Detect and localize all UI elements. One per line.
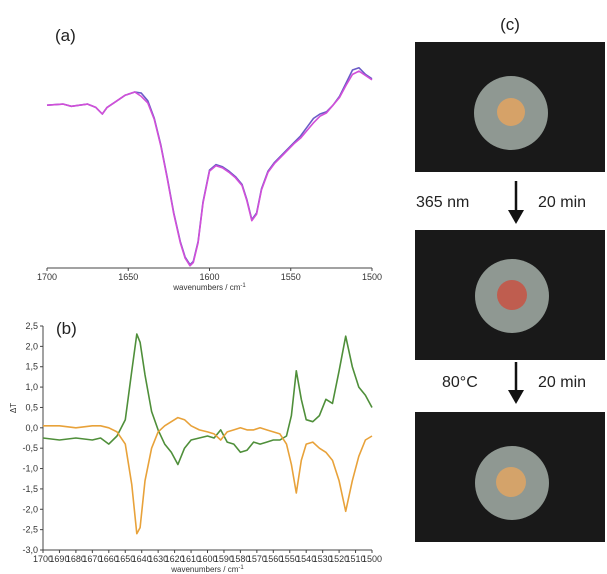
x-axis-label: wavenumbers / cm-1	[170, 565, 244, 574]
x-axis-label: wavenumbers / cm-1	[172, 283, 246, 292]
x-tick-label: 1680	[66, 554, 86, 564]
x-tick-label: 1520	[329, 554, 349, 564]
x-tick-label: 1510	[346, 554, 366, 564]
x-tick-label: 1650	[115, 554, 135, 564]
x-tick-label: 1550	[281, 272, 301, 282]
y-tick-label: 2,0	[25, 341, 38, 351]
y-tick-label: -2,0	[22, 504, 38, 514]
x-tick-label: 1580	[230, 554, 250, 564]
x-tick-label: 1530	[313, 554, 333, 564]
x-tick-label: 1650	[118, 272, 138, 282]
x-tick-label: 1620	[165, 554, 185, 564]
x-tick-label: 1690	[49, 554, 69, 564]
spot-3	[496, 467, 526, 497]
x-tick-label: 1630	[148, 554, 168, 564]
chart-a: 1700 1650 1600 1550 1500 wavenumbers / cm-1	[37, 67, 382, 292]
y-tick-label: 0,0	[25, 423, 38, 433]
x-tick-label: 1610	[181, 554, 201, 564]
spot-2	[497, 280, 527, 310]
x-tick-label: 1670	[82, 554, 102, 564]
x-tick-label: 1590	[214, 554, 234, 564]
step-1: 365 nm 20 min	[416, 181, 586, 224]
panel-a: (a) 1700 1650 1600 1550 1500 wavenumbers / cm…	[37, 26, 382, 292]
chart-b: 1700169016801670166016501640163016201610…	[9, 321, 382, 574]
y-tick-label: -1,0	[22, 464, 38, 474]
y-tick-label: 0,5	[25, 402, 38, 412]
x-tick-label: 1600	[199, 272, 219, 282]
panel-b: (b) 170016901680167016601650164016301620…	[9, 319, 382, 574]
x-tick-label: 1700	[33, 554, 53, 564]
series-line-2	[46, 70, 373, 267]
photo-1	[415, 42, 605, 172]
panel-b-label: (b)	[56, 319, 77, 338]
y-tick-label: 1,5	[25, 362, 38, 372]
y-tick-label: 2,5	[25, 321, 38, 331]
step-1-right: 20 min	[538, 194, 586, 211]
x-axis-label-sup: -1	[238, 565, 244, 571]
x-tick-label: 1660	[99, 554, 119, 564]
series-line-2	[43, 416, 373, 535]
y-tick-label: -3,0	[22, 545, 38, 555]
y-tick-label: -1,5	[22, 484, 38, 494]
photo-2	[415, 230, 605, 360]
photo-3	[415, 412, 605, 542]
series-line-1	[46, 67, 373, 266]
down-arrowhead-icon	[508, 390, 524, 404]
x-tick-label: 1500	[362, 554, 382, 564]
x-tick-label: 1560	[263, 554, 283, 564]
x-tick-label: 1700	[37, 272, 57, 282]
panel-c: (c) 365 nm 20 min 80°C 20 min	[415, 15, 605, 542]
series-line-1	[42, 333, 373, 466]
panel-a-label: (a)	[55, 26, 76, 45]
x-tick-label: 1500	[362, 272, 382, 282]
down-arrowhead-icon	[508, 210, 524, 224]
x-tick-label: 1550	[280, 554, 300, 564]
y-tick-label: 1,0	[25, 382, 38, 392]
step-2-left: 80°C	[442, 374, 478, 391]
step-2: 80°C 20 min	[442, 362, 586, 404]
y-tick-label: -0,5	[22, 443, 38, 453]
step-2-right: 20 min	[538, 374, 586, 391]
x-tick-label: 1640	[132, 554, 152, 564]
x-axis-label-sup: -1	[240, 283, 246, 289]
x-tick-label: 1600	[197, 554, 217, 564]
y-axis-label: ΔT	[9, 403, 18, 413]
spot-1	[497, 98, 525, 126]
panel-c-label: (c)	[500, 15, 520, 34]
x-tick-label: 1540	[296, 554, 316, 564]
y-tick-label: -2,5	[22, 525, 38, 535]
x-tick-label: 1570	[247, 554, 267, 564]
step-1-left: 365 nm	[416, 194, 469, 211]
